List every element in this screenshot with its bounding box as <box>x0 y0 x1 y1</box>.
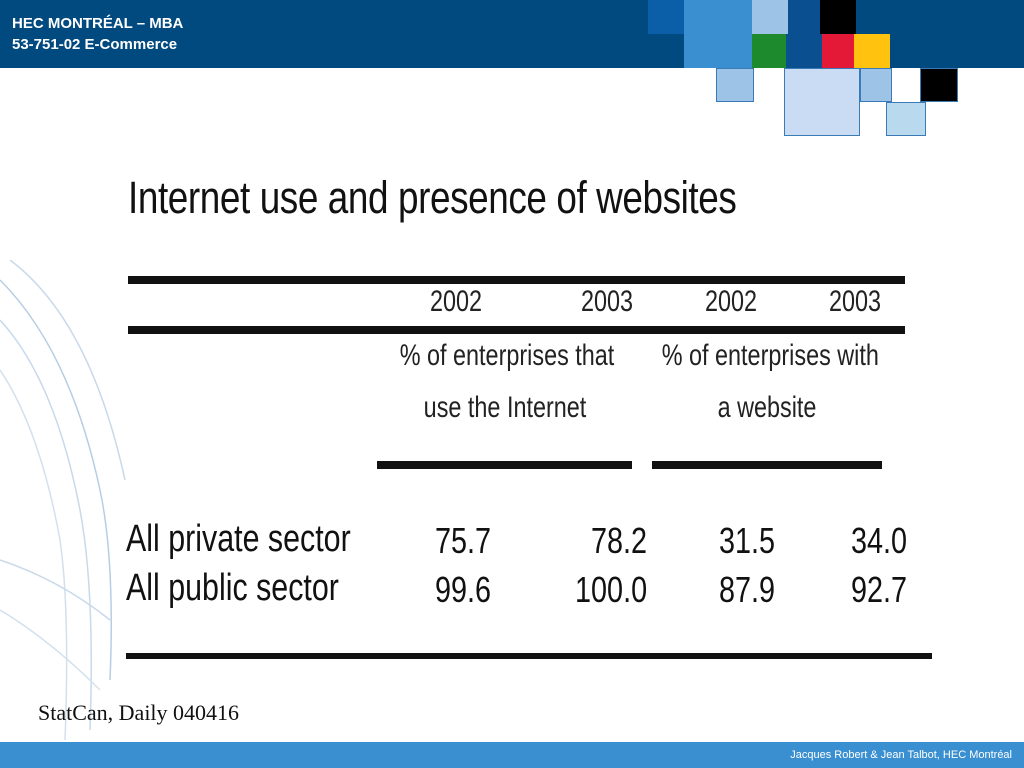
table-cell: 100.0 <box>574 569 647 610</box>
slide-title: Internet use and presence of websites <box>128 172 737 223</box>
table-cell: 31.5 <box>718 520 775 561</box>
table-cell: 75.7 <box>434 520 491 561</box>
group-header-line: % of enterprises with <box>661 339 879 372</box>
group-underline <box>652 461 882 469</box>
mosaic-square <box>860 68 892 102</box>
mosaic-square <box>784 68 860 136</box>
mosaic-square <box>716 68 754 102</box>
table-cell: 87.9 <box>718 569 775 610</box>
group-header-line: % of enterprises that <box>399 339 615 372</box>
row-label: All private sector <box>126 518 351 560</box>
year-header: 2002 <box>705 285 758 318</box>
row-label: All public sector <box>126 567 339 609</box>
table-cell: 78.2 <box>590 520 647 561</box>
mosaic-square <box>648 0 684 34</box>
group-header-line: use the Internet <box>423 391 587 424</box>
mosaic-square <box>920 68 958 102</box>
group-header-internet: % of enterprises that use the Internet <box>399 330 615 434</box>
mosaic-square <box>854 34 890 68</box>
table-cell: 99.6 <box>434 569 491 610</box>
table-top-rule <box>128 276 905 284</box>
group-header-line: a website <box>717 391 817 424</box>
group-underline <box>377 461 632 469</box>
mosaic-square <box>886 102 926 136</box>
course-title: HEC MONTRÉAL – MBA <box>12 15 184 32</box>
table-cell: 34.0 <box>850 520 907 561</box>
mosaic-square <box>752 34 786 68</box>
year-header: 2003 <box>829 285 882 318</box>
header-rule <box>128 326 905 334</box>
table-cell: 92.7 <box>850 569 907 610</box>
table-bottom-rule <box>126 653 932 659</box>
year-header: 2002 <box>430 285 483 318</box>
mosaic-square <box>684 0 752 68</box>
footer-credit: Jacques Robert & Jean Talbot, HEC Montré… <box>790 749 1012 761</box>
mosaic-square <box>822 34 854 68</box>
year-header: 2003 <box>581 285 634 318</box>
mosaic-square <box>752 0 788 34</box>
footer-band: Jacques Robert & Jean Talbot, HEC Montré… <box>0 742 1024 768</box>
group-header-website: % of enterprises with a website <box>661 330 879 434</box>
decorative-arcs <box>0 260 126 740</box>
course-code: 53-751-02 E-Commerce <box>12 36 178 53</box>
mosaic-square <box>820 0 856 34</box>
mosaic-square <box>786 34 822 68</box>
source-note: StatCan, Daily 040416 <box>38 700 240 725</box>
mosaic-square <box>788 0 820 34</box>
